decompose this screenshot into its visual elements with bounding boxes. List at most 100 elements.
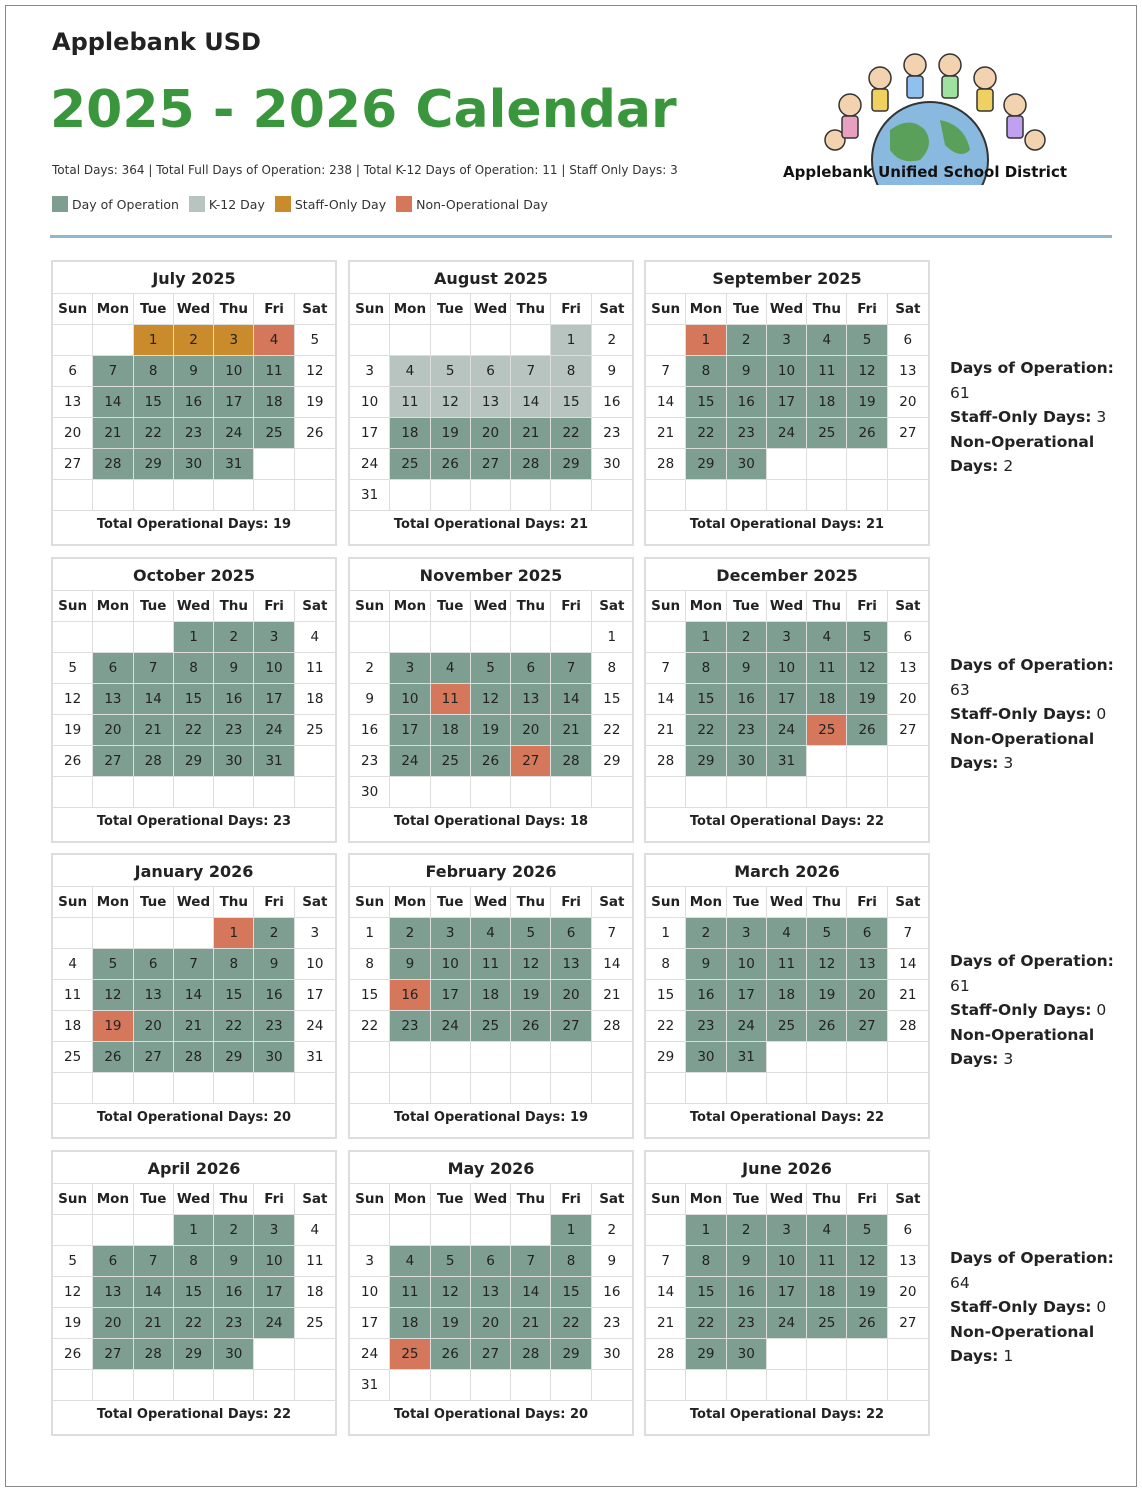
legend-swatch xyxy=(52,196,68,212)
day-cell: 30 xyxy=(591,449,632,480)
weekday: Sun xyxy=(53,591,94,622)
day-cell: 1 xyxy=(686,622,727,653)
summary-line: Non-Operational Days: 2 xyxy=(950,430,1130,479)
day-cell: 27 xyxy=(887,1308,928,1339)
day-cell: 18 xyxy=(53,1011,94,1042)
month-total: Total Operational Days: 19 xyxy=(96,517,292,532)
day-cell: 19 xyxy=(430,418,471,449)
day-cell: 30 xyxy=(726,449,767,480)
day-cell: 10 xyxy=(766,356,808,387)
day-cell: 15 xyxy=(686,387,727,418)
empty-cell xyxy=(53,918,94,949)
month-total: Total Operational Days: 22 xyxy=(689,1407,885,1422)
weekday: Mon xyxy=(390,294,431,325)
empty-cell xyxy=(390,622,431,653)
weekday: Tue xyxy=(133,1184,174,1215)
day-cell: 27 xyxy=(887,418,928,449)
day-cell: 4 xyxy=(430,653,471,684)
day-cell: 20 xyxy=(887,1277,928,1308)
day-cell: 26 xyxy=(430,449,471,480)
weekday: Sun xyxy=(350,1184,391,1215)
weekday: Tue xyxy=(133,294,174,325)
empty-cell xyxy=(847,1073,888,1104)
empty-cell xyxy=(766,1073,808,1104)
day-cell: 21 xyxy=(93,418,134,449)
month-grid: Sun Mon Tue Wed Thu Fri Sat 1 2 3 4 5 6 7 8 9 10 11 12 13 14… xyxy=(646,293,928,511)
month: January 2026 Sun Mon Tue Wed Thu Fri Sat 1 2 3 4 5 6 7… xyxy=(51,853,337,1139)
empty-cell xyxy=(726,1073,767,1104)
day-cell: 3 xyxy=(390,653,431,684)
weekday: Tue xyxy=(430,591,471,622)
empty-cell xyxy=(551,1042,592,1073)
day-cell: 21 xyxy=(133,715,174,746)
empty-cell xyxy=(686,480,727,511)
weekday: Sat xyxy=(887,294,928,325)
day-cell: 2 xyxy=(214,1215,255,1246)
summary-value: 3 xyxy=(1096,408,1107,426)
day-cell: 15 xyxy=(214,980,255,1011)
summary-value: 2 xyxy=(1003,457,1014,475)
empty-cell xyxy=(133,777,174,808)
frame xyxy=(5,5,1137,1487)
day-cell: 29 xyxy=(173,1339,215,1370)
empty-cell xyxy=(430,622,471,653)
month-grid: Sun Mon Tue Wed Thu Fri Sat 1 2 3 4 5 6 7 8 9 10 11 12 13 14… xyxy=(646,1183,928,1401)
month-total: Total Operational Days: 20 xyxy=(96,1110,292,1125)
day-cell: 5 xyxy=(847,1215,888,1246)
day-cell: 24 xyxy=(254,1308,295,1339)
day-cell: 23 xyxy=(173,418,215,449)
day-cell: 1 xyxy=(591,622,632,653)
day-cell: 9 xyxy=(350,684,391,715)
day-cell: 2 xyxy=(254,918,295,949)
day-cell: 19 xyxy=(294,387,335,418)
empty-cell xyxy=(173,777,215,808)
day-cell: 25 xyxy=(53,1042,94,1073)
day-cell: 23 xyxy=(591,1308,632,1339)
empty-cell xyxy=(470,1215,512,1246)
day-cell: 31 xyxy=(214,449,255,480)
empty-cell xyxy=(511,1042,552,1073)
day-cell: 10 xyxy=(430,949,471,980)
day-cell: 24 xyxy=(254,715,295,746)
day-cell: 6 xyxy=(93,1246,134,1277)
empty-cell xyxy=(887,777,928,808)
day-cell: 3 xyxy=(766,325,808,356)
day-cell: 26 xyxy=(511,1011,552,1042)
day-cell: 23 xyxy=(686,1011,727,1042)
day-cell: 6 xyxy=(887,622,928,653)
day-cell: 3 xyxy=(350,1246,391,1277)
weekday: Thu xyxy=(511,1184,552,1215)
day-cell: 31 xyxy=(254,746,295,777)
day-cell: 27 xyxy=(133,1042,174,1073)
weekday: Sat xyxy=(294,1184,335,1215)
day-cell: 1 xyxy=(350,918,391,949)
day-cell: 4 xyxy=(254,325,295,356)
empty-cell xyxy=(646,325,687,356)
day-cell: 23 xyxy=(726,715,767,746)
empty-cell xyxy=(847,449,888,480)
day-cell: 22 xyxy=(551,1308,592,1339)
weekday: Fri xyxy=(847,591,888,622)
month-title: February 2026 xyxy=(425,862,557,881)
day-cell: 18 xyxy=(390,1308,431,1339)
day-cell: 8 xyxy=(591,653,632,684)
summary-label: Staff-Only Days: xyxy=(950,705,1092,723)
day-cell: 16 xyxy=(173,387,215,418)
day-cell: 20 xyxy=(470,1308,512,1339)
summary-value: 61 xyxy=(950,976,970,995)
legend-label: K-12 Day xyxy=(208,196,265,212)
day-cell: 17 xyxy=(766,1277,808,1308)
day-cell: 1 xyxy=(686,325,727,356)
empty-cell xyxy=(807,480,848,511)
summary-line: Non-Operational Days: 3 xyxy=(950,727,1130,776)
day-cell: 19 xyxy=(53,1308,94,1339)
day-cell: 29 xyxy=(173,746,215,777)
weekday: Mon xyxy=(686,1184,727,1215)
day-cell: 8 xyxy=(686,1246,727,1277)
empty-cell xyxy=(847,777,888,808)
day-cell: 19 xyxy=(430,1308,471,1339)
day-cell: 30 xyxy=(173,449,215,480)
weekday: Thu xyxy=(807,294,848,325)
